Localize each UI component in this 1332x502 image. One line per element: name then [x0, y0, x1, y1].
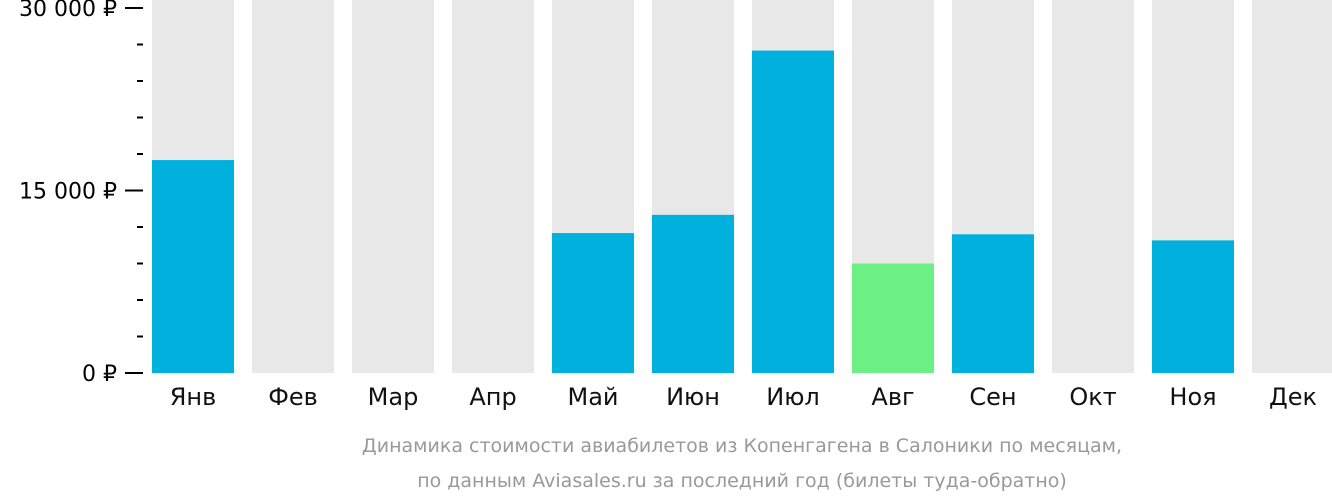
background-column-4: [452, 0, 534, 373]
bars: [152, 50, 1234, 373]
background-column-2: [252, 0, 334, 373]
y-tick-label-3: 30 000 ₽: [19, 0, 117, 22]
y-tick-label-2: 15 000 ₽: [19, 180, 117, 205]
bar-6: [652, 214, 734, 373]
x-tick-label-3: Мар: [368, 383, 419, 411]
background-column-12: [1252, 0, 1332, 373]
x-tick-label-1: Янв: [170, 383, 217, 411]
y-tick-label-1: 0 ₽: [82, 362, 117, 387]
x-tick-label-7: Июл: [766, 383, 820, 411]
x-tick-label-12: Дек: [1269, 383, 1317, 411]
bar-5: [552, 233, 634, 373]
bar-11: [1152, 240, 1234, 373]
bar-8: [852, 263, 934, 373]
x-tick-label-11: Ноя: [1169, 383, 1216, 411]
bar-1: [152, 160, 234, 373]
y-axis: 0 ₽ 15 000 ₽ 30 000 ₽: [19, 0, 143, 387]
x-tick-label-9: Сен: [969, 383, 1016, 411]
bar-7: [752, 50, 834, 373]
x-tick-label-2: Фев: [268, 383, 318, 411]
x-tick-label-6: Июн: [666, 383, 720, 411]
background-column-10: [1052, 0, 1134, 373]
x-tick-label-8: Авг: [871, 383, 914, 411]
bar-9: [952, 234, 1034, 373]
chart-caption: Динамика стоимости авиабилетов из Копенг…: [362, 435, 1122, 492]
caption-line-1: Динамика стоимости авиабилетов из Копенг…: [362, 435, 1122, 457]
x-tick-label-10: Окт: [1069, 383, 1116, 411]
x-axis-labels: Янв Фев Мар Апр Май Июн Июл Авг Сен Окт Ноя Дек: [170, 383, 1317, 411]
caption-line-2: по данным Aviasales.ru за последний год …: [417, 470, 1067, 492]
background-column-3: [352, 0, 434, 373]
x-tick-label-4: Апр: [469, 383, 516, 411]
x-tick-label-5: Май: [567, 383, 618, 411]
